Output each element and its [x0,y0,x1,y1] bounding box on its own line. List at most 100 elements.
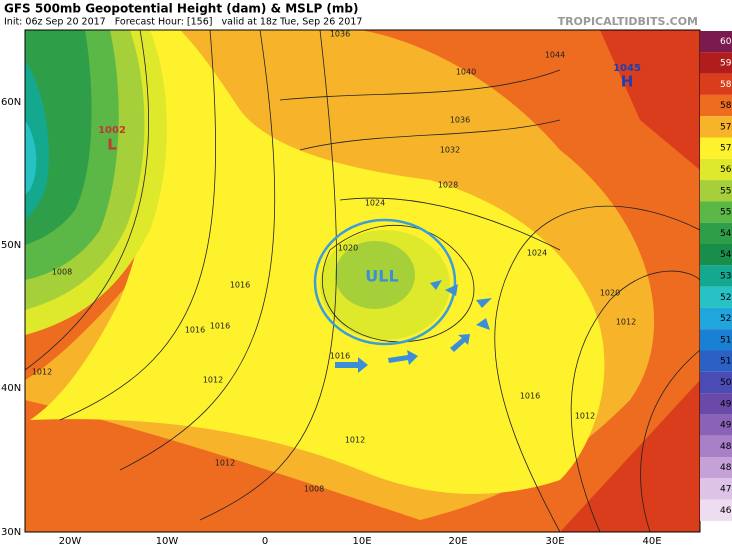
isobar-label: 1020 [338,244,358,253]
low-symbol: L [107,136,117,154]
isobars [25,30,700,532]
lat-label: 30N [1,527,21,538]
isobar-label: 1012 [345,436,365,445]
colorbar-label: 564 [720,165,732,175]
ull-field-558 [335,241,415,309]
isobar-labels: 1036 1040 1044 1036 1032 1028 1024 1020 1016 1016… [32,30,636,494]
arrow [335,357,368,373]
isobar-label: 1016 [330,352,350,361]
isobar-label: 1016 [520,392,540,401]
colorbar-label: 498 [720,399,732,409]
isobar-label: 1008 [304,485,324,494]
colorbar-cell [700,222,732,244]
colorbar-label: 510 [720,357,732,367]
colorbar-cell [700,329,732,351]
colorbar-label: 516 [720,335,732,345]
axis-labels: 20W 10W 0 10E 20E 30E 40E 60N 50N 40N 30N [1,97,662,547]
colorbar-cell [700,94,732,117]
colorbar-cell [700,244,732,266]
colorbar-cell [700,393,732,415]
lon-label: 20E [448,536,467,547]
colorbar-cell [700,158,732,181]
colorbar-label: 546 [720,229,732,239]
colorbar-label: 534 [720,271,732,281]
colorbar-label: 552 [720,208,732,218]
site-label: TROPICALTIDBITS.COM [558,15,698,28]
colorbar-label: 600 [720,37,732,47]
colorbar-label: 594 [720,58,732,68]
lon-label: 10E [352,536,371,547]
colorbar-label: 492 [720,421,732,431]
isobar-label: 1040 [456,68,476,77]
high-symbol: H [621,73,634,91]
colorbar-cell [700,414,732,436]
colorbar-label: 570 [720,144,732,154]
colorbar-cell [700,499,732,521]
low-pressure: 1002 [98,125,126,136]
arrow [388,350,418,365]
title: GFS 500mb Geopotential Height (dam) & MS… [4,2,359,16]
colorbar-label: 486 [720,442,732,452]
isobar-label: 1012 [616,318,636,327]
colorbar-label: 582 [720,101,732,111]
colorbar-label: 588 [720,80,732,90]
arrow [430,280,492,330]
colorbar-label: 480 [720,463,732,473]
colorbar-cell [700,137,732,159]
isobar-label: 1016 [185,326,205,335]
colorbar-cell [700,286,732,308]
colorbar-cell [700,180,732,202]
isobar-label: 1012 [575,412,595,421]
isobar-label: 1016 [230,281,250,290]
colorbar-cell [700,31,732,53]
field-528 [25,120,37,195]
colorbar-cell [700,52,732,74]
colorbar-label: 540 [720,250,732,260]
isobar-label: 1024 [365,199,385,208]
isobar-label: 1012 [203,376,223,385]
lat-label: 60N [1,97,21,108]
lat-label: 40N [1,383,21,394]
isobar-label: 1020 [600,289,620,298]
colorbar-label: 558 [720,186,732,196]
colorbar-cell [700,265,732,287]
isobar-label: 1036 [450,116,470,125]
colorbar-label: 474 [720,484,732,494]
lon-label: 20W [59,536,82,547]
field-588 [560,30,700,532]
isobar-label: 1012 [32,368,52,377]
subtitle: Init: 06z Sep 20 2017 Forecast Hour: [15… [4,17,362,28]
ull-circle [313,218,457,346]
isobars-center [279,69,561,343]
ull-label: ULL [365,267,398,286]
isobar-label: 1036 [330,30,350,39]
colorbar-cell [700,73,732,95]
colorbar-cell [700,435,732,457]
arrow [450,334,470,352]
isobar-label: 1032 [440,146,460,155]
map-area [24,29,701,533]
isobar-label: 1012 [215,459,235,468]
lon-label: 40E [642,536,661,547]
colorbar-cell [700,116,732,138]
lon-label: 10W [156,536,179,547]
colorbar-cell [700,457,732,479]
isobar-label: 1044 [545,51,565,60]
colorbar-label: 576 [720,122,732,132]
isobar-label: 1008 [52,268,72,277]
isobar-label: 1028 [438,181,458,190]
lat-label: 50N [1,240,21,251]
colorbar-cell [700,371,732,394]
colorbar-cell [700,350,732,372]
colorbar-cell [700,201,732,223]
colorbar: 600 594 588 582 576 570 564 558 552 546 540 534 528 5… [700,31,732,521]
isobar-label: 1024 [527,249,547,258]
colorbar-label: 522 [720,314,732,324]
high-pressure: 1045 [613,63,641,74]
lon-label: 30E [545,536,564,547]
flow-arrows [335,280,492,373]
colorbar-cell [700,307,732,330]
colorbar-cell [700,478,732,500]
colorbar-label: 468 [720,506,732,516]
